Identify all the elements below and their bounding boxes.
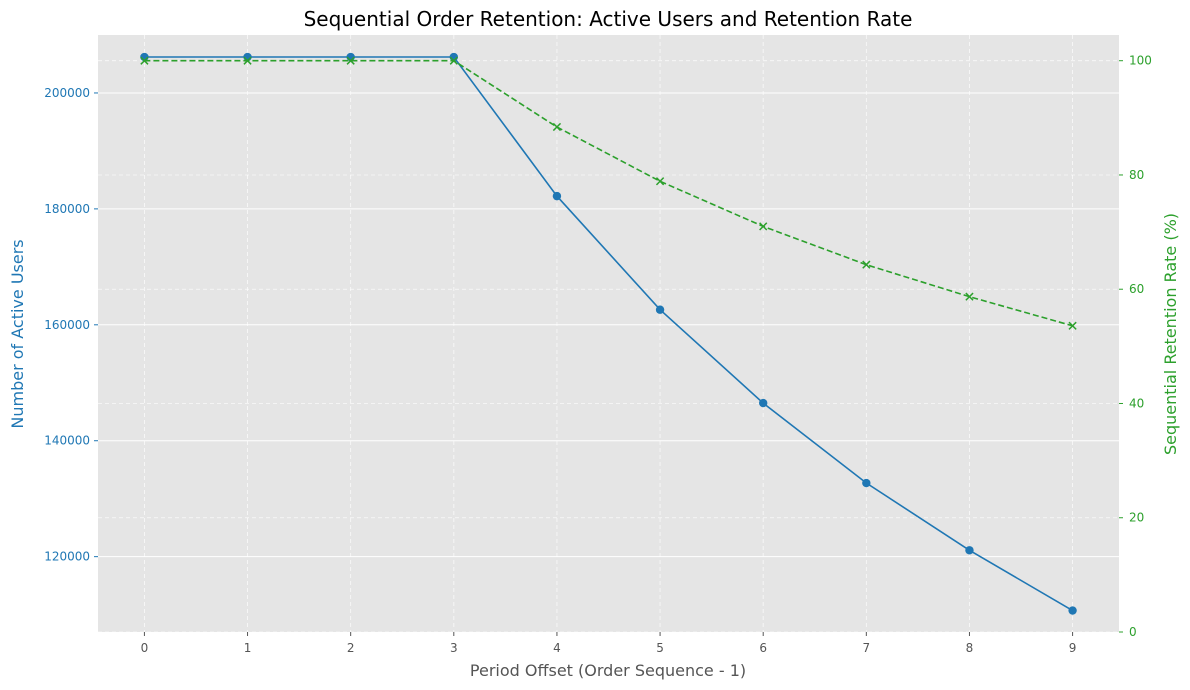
series-2-point <box>140 56 149 65</box>
x-tick-label: 2 <box>347 641 355 655</box>
series-2-point <box>1068 321 1077 330</box>
series-2-point <box>965 292 974 301</box>
x-tick-label: 9 <box>1069 641 1077 655</box>
series-1-point <box>552 191 562 201</box>
left-y-axis-label: Number of Active Users <box>8 239 27 428</box>
left-y-axis: 120000 140000 160000 180000 200000 <box>44 86 98 564</box>
x-tick-label: 1 <box>244 641 252 655</box>
right-y-tick-label: 0 <box>1129 625 1137 639</box>
right-y-tick-label: 40 <box>1129 396 1144 410</box>
series-2-point <box>449 56 458 65</box>
right-y-tick-label: 80 <box>1129 168 1144 182</box>
x-axis-label: Period Offset (Order Sequence - 1) <box>470 661 746 680</box>
left-y-tick-label: 120000 <box>44 550 90 564</box>
x-tick-label: 5 <box>656 641 664 655</box>
x-tick-label: 8 <box>966 641 974 655</box>
left-y-tick-label: 200000 <box>44 86 90 100</box>
left-y-tick-label: 160000 <box>44 318 90 332</box>
series-2-point <box>862 260 871 269</box>
series-1-line <box>144 56 1074 612</box>
x-tick-label: 6 <box>759 641 767 655</box>
series-2-line <box>144 59 1073 327</box>
series-2-point <box>655 177 665 186</box>
series-1-point <box>862 478 871 488</box>
x-tick-label: 3 <box>450 641 458 655</box>
x-axis: 0 1 2 3 4 5 6 7 8 9 <box>141 632 1077 655</box>
series-2-point <box>552 122 562 132</box>
series-2-point <box>759 222 768 231</box>
right-y-tick-label: 60 <box>1129 282 1144 296</box>
left-y-tick-label: 140000 <box>44 434 90 448</box>
series-2-point <box>346 56 355 65</box>
series-1-point <box>758 398 768 408</box>
left-y-tick-label: 180000 <box>44 202 90 216</box>
right-y-tick-label: 100 <box>1129 54 1152 68</box>
series-2-point <box>243 56 252 65</box>
x-tick-label: 0 <box>141 641 149 655</box>
right-y-tick-label: 20 <box>1129 511 1144 525</box>
grid-layer <box>98 35 1119 633</box>
x-tick-label: 4 <box>553 641 561 655</box>
right-y-axis-label: Sequential Retention Rate (%) <box>1161 213 1180 455</box>
x-tick-label: 7 <box>863 641 871 655</box>
right-y-axis: 0 20 40 60 80 100 <box>1119 54 1152 639</box>
series-1-point <box>1068 606 1077 615</box>
chart-title: Sequential Order Retention: Active Users… <box>304 7 913 31</box>
series-1-point <box>965 546 974 555</box>
plot-background <box>98 35 1119 632</box>
series-layer <box>140 52 1077 615</box>
series-1-point <box>655 305 665 314</box>
series-2 <box>140 56 1077 330</box>
